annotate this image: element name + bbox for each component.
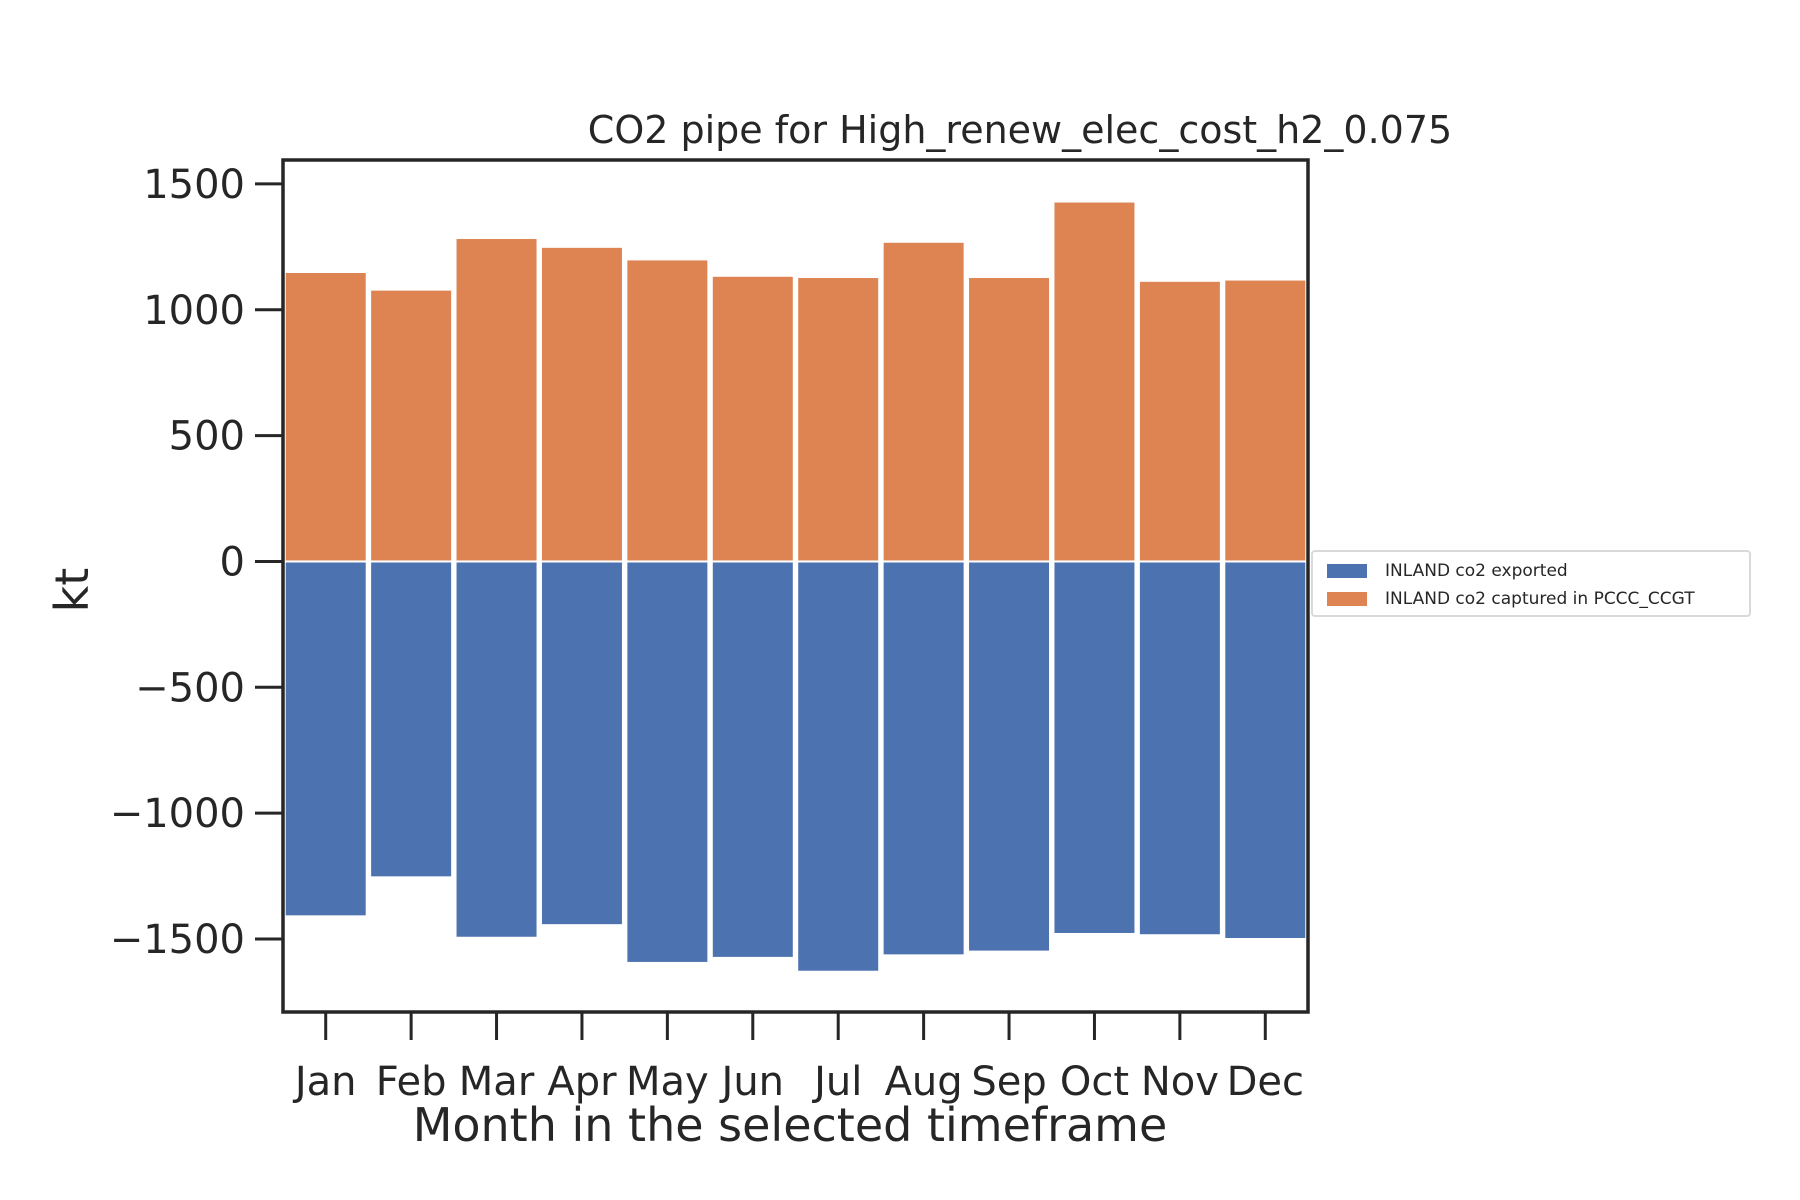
y-tick-label: −500 [135, 665, 245, 711]
x-tick-label-mar: Mar [459, 1059, 535, 1105]
bar-oct-captured [1052, 200, 1137, 563]
bar-nov-exported [1137, 560, 1222, 937]
x-tick-label-jun: Jun [719, 1059, 785, 1105]
y-tick-label: 1500 [143, 162, 245, 208]
bar-jul-captured [796, 276, 881, 563]
legend-item-exported: INLAND co2 exported [1327, 561, 1568, 581]
bar-oct-exported [1052, 560, 1137, 935]
x-axis-label: Month in the selected timeframe [412, 1098, 1168, 1152]
legend-item-captured: INLAND co2 captured in PCCC_CCGT [1327, 589, 1695, 609]
bar-sep-exported [967, 560, 1052, 953]
x-tick-label-oct: Oct [1060, 1059, 1129, 1105]
bar-feb-captured [369, 288, 454, 563]
bar-jul-exported [796, 560, 881, 973]
bars-group [283, 200, 1308, 973]
bar-apr-exported [539, 560, 624, 927]
bar-feb-exported [369, 560, 454, 879]
y-tick-label: 0 [220, 539, 245, 585]
bar-jan-captured [283, 271, 368, 563]
y-tick-label: −1500 [110, 917, 245, 963]
bar-sep-captured [967, 276, 1052, 563]
bar-may-captured [625, 258, 710, 563]
axes-group: −1500 −1000 −500 0 500 1000 1500 Jan Feb Mar Apr Ma… [110, 158, 1310, 1105]
legend-swatch-exported [1327, 564, 1367, 578]
chart-title: CO2 pipe for High_renew_elec_cost_h2_0.0… [587, 108, 1453, 152]
bar-jun-exported [710, 560, 795, 959]
bar-dec-exported [1223, 560, 1308, 941]
x-tick-label-may: May [626, 1059, 709, 1105]
legend: INLAND co2 exported INLAND co2 captured … [1311, 550, 1751, 617]
plot-frame [281, 158, 1310, 1014]
x-tick-label-apr: Apr [547, 1059, 617, 1105]
bar-aug-exported [881, 560, 966, 957]
bar-nov-captured [1137, 279, 1222, 563]
legend-label-captured: INLAND co2 captured in PCCC_CCGT [1385, 589, 1695, 609]
bar-may-exported [625, 560, 710, 964]
x-tick-label-feb: Feb [376, 1059, 447, 1105]
x-tick-label-aug: Aug [885, 1059, 963, 1105]
bar-mar-captured [454, 237, 539, 563]
y-tick-label: 500 [169, 414, 245, 460]
x-tick-label-dec: Dec [1227, 1059, 1304, 1105]
x-tick-label-jul: Jul [811, 1059, 862, 1105]
bar-mar-exported [454, 560, 539, 939]
x-tick-label-nov: Nov [1141, 1059, 1219, 1105]
x-tick-label-sep: Sep [971, 1059, 1046, 1105]
bar-jan-exported [283, 560, 368, 918]
y-axis-label: kt [45, 567, 99, 613]
bar-apr-captured [539, 245, 624, 563]
y-tick-label: 1000 [143, 288, 245, 334]
legend-swatch-captured [1327, 592, 1367, 606]
bar-jun-captured [710, 274, 795, 563]
y-tick-label: −1000 [110, 791, 245, 837]
bar-dec-captured [1223, 278, 1308, 563]
bar-aug-captured [881, 240, 966, 563]
legend-label-exported: INLAND co2 exported [1385, 561, 1568, 581]
x-tick-label-jan: Jan [292, 1059, 357, 1105]
